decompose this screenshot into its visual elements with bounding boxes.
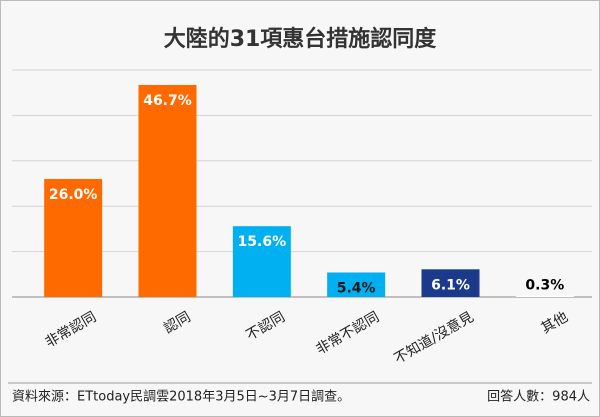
value-label: 26.0% [49,187,98,203]
bar [327,272,386,297]
bar [44,178,103,297]
respondents: 回答人數：984人 [487,389,590,405]
value-label: 5.4% [337,280,376,296]
value-label: 46.7% [143,93,192,109]
value-label: 6.1% [431,277,470,293]
bar [138,84,197,298]
chart-title: 大陸的31項惠台措施認同度 [164,26,438,52]
source: 資料來源：ETtoday民調雲2018年3月5日~3月7日調查。 [12,390,350,405]
value-label: 15.6% [238,234,287,250]
bar [421,269,480,297]
bar [232,226,291,297]
bar [515,295,574,297]
value-label: 0.3% [525,278,564,294]
